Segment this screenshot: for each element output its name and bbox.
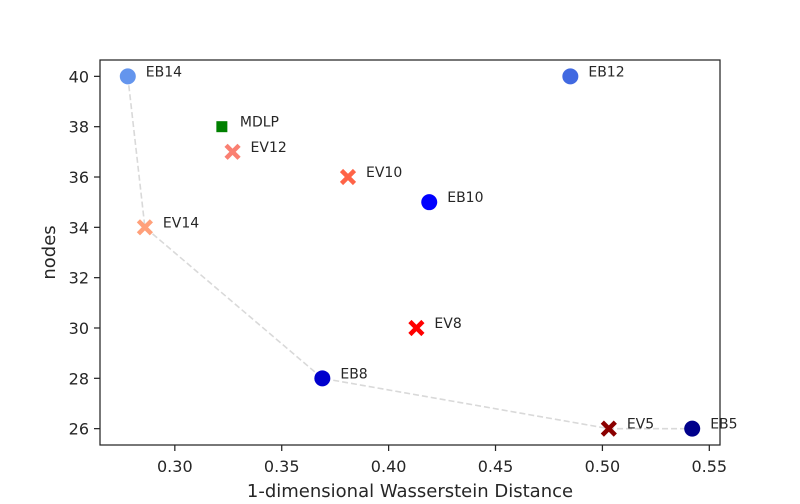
x-axis-label: 1-dimensional Wasserstein Distance [247,481,573,500]
point-ev10 [339,168,357,186]
y-axis: 26 28 30 32 34 36 38 40 [69,67,100,439]
point-ev8 [408,319,425,337]
y-tick-label: 38 [69,118,89,137]
x-tick-label: 0.45 [478,457,514,476]
point-labels-layer: EB14 EB12 MDLP EV12 EV10 EB10 EV14 EV8 EB8 EV5 EB5 [146,64,738,432]
y-tick-label: 26 [69,420,89,439]
point-mdlp [216,121,228,133]
y-tick-label: 40 [69,67,89,86]
x-axis: 0.30 0.35 0.40 0.45 0.50 0.55 [157,445,727,476]
y-tick-label: 28 [69,369,89,388]
y-tick-label: 34 [69,218,89,237]
y-axis-label: nodes [39,225,60,279]
point-ev14 [136,219,153,236]
point-label-eb5: EB5 [710,417,737,433]
point-eb8 [314,370,331,387]
point-eb12 [562,68,579,85]
y-tick-label: 36 [69,168,89,187]
point-ev5 [600,420,617,437]
pareto-front-layer [126,76,693,430]
x-tick-label: 0.50 [585,457,621,476]
y-tick-label: 32 [69,269,89,288]
point-label-eb10: EB10 [447,190,483,206]
point-eb5 [684,420,701,437]
point-label-ev8: EV8 [434,316,461,332]
pareto-front-line [126,76,693,430]
x-tick-label: 0.35 [264,457,300,476]
point-label-eb8: EB8 [340,366,367,382]
plot-frame [99,59,721,446]
point-label-eb12: EB12 [588,64,624,80]
point-ev12 [224,143,241,160]
x-tick-label: 0.40 [371,457,407,476]
x-tick-label: 0.55 [691,457,727,476]
point-label-ev10: EV10 [366,165,402,181]
point-label-eb14: EB14 [146,64,182,80]
point-label-mdlp: MDLP [240,115,279,131]
point-label-ev14: EV14 [163,215,199,231]
y-tick-label: 30 [69,319,89,338]
x-tick-label: 0.30 [157,457,193,476]
point-eb14 [119,68,136,85]
points-layer [119,68,701,437]
point-eb10 [421,194,438,211]
point-label-ev12: EV12 [251,140,287,156]
point-label-ev5: EV5 [627,417,654,433]
